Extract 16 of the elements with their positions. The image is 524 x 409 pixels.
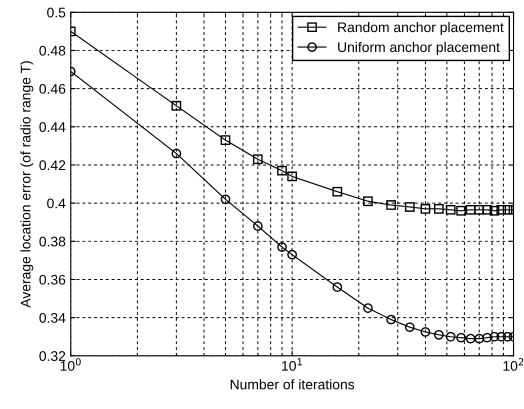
- y-tick-label: 0.38: [39, 236, 66, 246]
- y-tick-label: 0.36: [39, 274, 66, 285]
- y-tick-label: 0.42: [39, 160, 66, 170]
- y-tick-label: 0.46: [39, 84, 66, 94]
- y-axis-title: Average location error (of radio range T): [20, 61, 34, 308]
- x-tick-label: 10$^{2}$: [503, 358, 524, 371]
- x-tick-label: 10$^{1}$: [282, 358, 302, 371]
- y-tick-label: 0.4: [47, 198, 66, 208]
- y-tick-label: 0.34: [39, 312, 66, 323]
- legend-label: Uniform anchor placement: [338, 42, 500, 55]
- legend-label: Random anchor placement: [338, 22, 504, 35]
- y-tick-label: 0.5: [47, 8, 66, 18]
- y-tick-label: 0.48: [39, 46, 66, 56]
- y-tick-label: 0.32: [39, 351, 66, 361]
- x-axis-title: Number of iterations: [230, 379, 354, 390]
- y-tick-label: 0.44: [39, 122, 66, 132]
